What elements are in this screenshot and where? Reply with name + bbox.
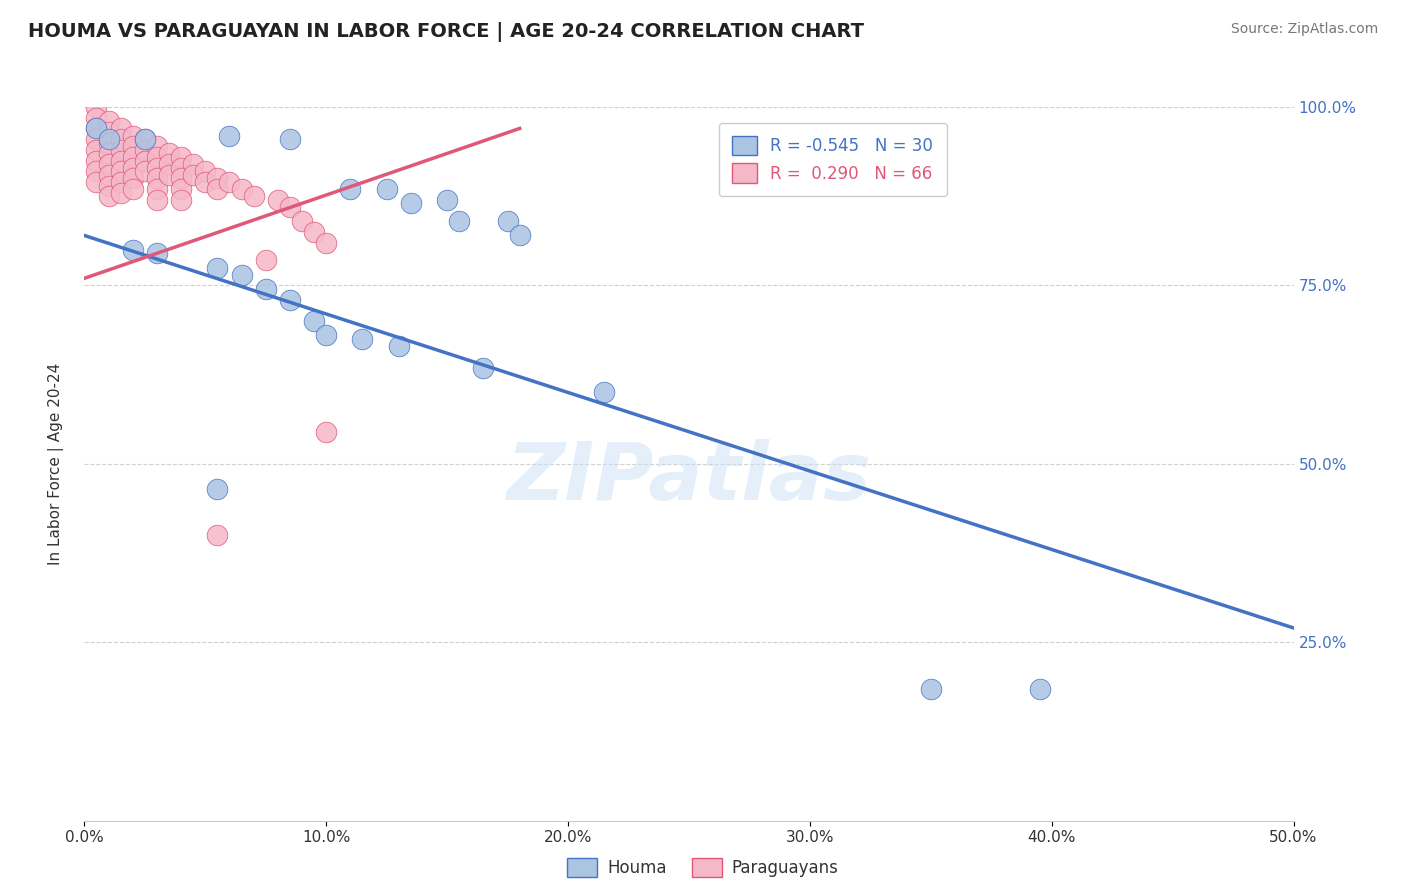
Point [315, 328, 337, 343]
Point [207, 260, 229, 275]
Point [121, 243, 143, 257]
Point [170, 171, 193, 186]
Point [315, 235, 337, 250]
Point [121, 128, 143, 143]
Point [97, 136, 120, 150]
Point [207, 171, 229, 186]
Point [134, 153, 156, 168]
Point [194, 175, 217, 189]
Point [86, 121, 108, 136]
Point [146, 171, 169, 186]
Point [121, 182, 143, 196]
Point [97, 168, 120, 182]
Point [86, 111, 108, 125]
Text: HOUMA VS PARAGUAYAN IN LABOR FORCE | AGE 20-24 CORRELATION CHART: HOUMA VS PARAGUAYAN IN LABOR FORCE | AGE… [28, 22, 865, 42]
Point [97, 157, 120, 171]
Point [146, 246, 169, 260]
Point [509, 228, 531, 243]
Point [121, 171, 143, 186]
Point [86, 143, 108, 157]
Point [97, 125, 120, 139]
Point [110, 121, 132, 136]
Point [86, 132, 108, 146]
Point [134, 132, 156, 146]
Point [1028, 681, 1050, 696]
Point [302, 225, 325, 239]
Point [97, 114, 120, 128]
Point [97, 146, 120, 161]
Point [181, 157, 204, 171]
Point [278, 132, 301, 146]
Point [121, 161, 143, 175]
Point [86, 121, 108, 136]
Point [181, 168, 204, 182]
Point [157, 168, 180, 182]
Point [86, 153, 108, 168]
Point [218, 128, 240, 143]
Point [86, 164, 108, 178]
Point [436, 193, 458, 207]
Point [134, 164, 156, 178]
Point [134, 132, 156, 146]
Point [920, 681, 942, 696]
Point [146, 161, 169, 175]
Legend: Houma, Paraguayans: Houma, Paraguayans [561, 851, 845, 884]
Point [399, 196, 422, 211]
Point [388, 339, 411, 353]
Point [157, 157, 180, 171]
Point [97, 132, 120, 146]
Point [207, 528, 229, 542]
Point [157, 146, 180, 161]
Point [146, 193, 169, 207]
Point [146, 139, 169, 153]
Point [194, 164, 217, 178]
Point [449, 214, 471, 228]
Point [170, 182, 193, 196]
Point [121, 139, 143, 153]
Point [218, 175, 240, 189]
Point [110, 164, 132, 178]
Text: ZIPatlas: ZIPatlas [506, 439, 872, 517]
Point [207, 482, 229, 496]
Point [110, 175, 132, 189]
Point [231, 182, 253, 196]
Legend: R = -0.545   N = 30, R =  0.290   N = 66: R = -0.545 N = 30, R = 0.290 N = 66 [718, 122, 946, 196]
Point [110, 132, 132, 146]
Point [86, 100, 108, 114]
Point [302, 314, 325, 328]
Point [267, 193, 290, 207]
Point [254, 253, 277, 268]
Point [110, 186, 132, 200]
Point [375, 182, 398, 196]
Point [170, 193, 193, 207]
Point [278, 293, 301, 307]
Text: Source: ZipAtlas.com: Source: ZipAtlas.com [1230, 22, 1378, 37]
Point [242, 189, 264, 203]
Point [170, 150, 193, 164]
Point [352, 332, 374, 346]
Point [97, 178, 120, 193]
Point [207, 182, 229, 196]
Point [170, 161, 193, 175]
Point [134, 143, 156, 157]
Point [231, 268, 253, 282]
Point [110, 143, 132, 157]
Point [121, 150, 143, 164]
Point [472, 360, 495, 375]
Point [593, 385, 616, 400]
Point [278, 200, 301, 214]
Point [339, 182, 361, 196]
Point [146, 150, 169, 164]
Point [110, 153, 132, 168]
Point [291, 214, 314, 228]
Point [146, 182, 169, 196]
Point [86, 175, 108, 189]
Y-axis label: In Labor Force | Age 20-24: In Labor Force | Age 20-24 [48, 363, 63, 565]
Point [315, 425, 337, 439]
Point [97, 189, 120, 203]
Point [254, 282, 277, 296]
Point [496, 214, 519, 228]
